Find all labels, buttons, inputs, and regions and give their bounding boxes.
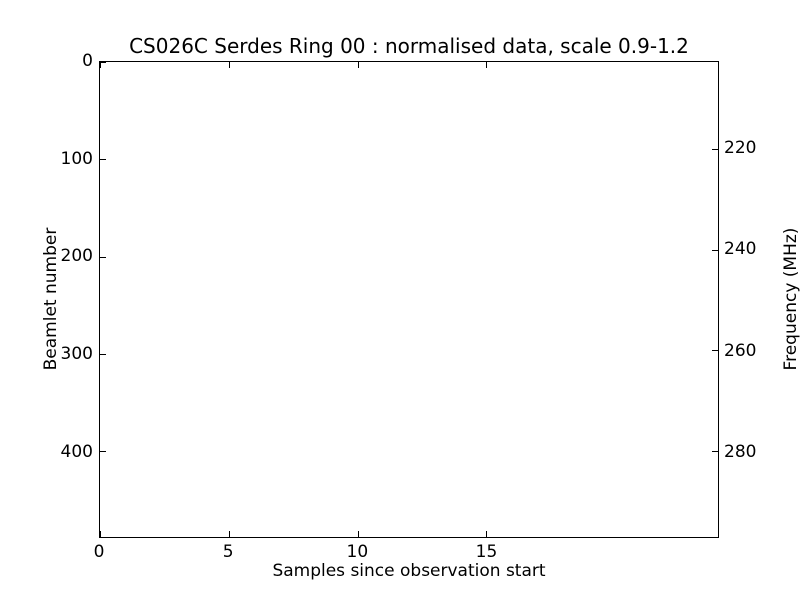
x-tick-label: 0 [93, 542, 105, 562]
y-tick-label-left: 400 [60, 442, 93, 462]
y-tick-mark-left [100, 354, 106, 355]
y-tick-label-left: 200 [60, 246, 93, 266]
y-tick-mark-left [100, 159, 106, 160]
y-tick-mark-right [712, 350, 718, 351]
y-tick-label-left: 0 [82, 51, 93, 71]
x-axis-label: Samples since observation start [272, 561, 546, 581]
y-tick-label-right: 240 [724, 239, 757, 259]
x-tick-mark-top [486, 62, 487, 68]
x-tick-mark-bottom [100, 531, 101, 537]
x-tick-mark-top [358, 62, 359, 68]
x-tick-mark-bottom [486, 531, 487, 537]
x-tick-mark-top [229, 62, 230, 68]
y-tick-label-right: 220 [724, 138, 757, 158]
y-tick-mark-left [100, 62, 106, 63]
y-tick-mark-left [100, 257, 106, 258]
y-tick-mark-right [712, 451, 718, 452]
y-tick-label-left: 300 [60, 344, 93, 364]
x-tick-mark-top [100, 62, 101, 68]
x-tick-mark-bottom [229, 531, 230, 537]
x-tick-label: 15 [475, 542, 498, 562]
x-tick-mark-bottom [358, 531, 359, 537]
y-tick-mark-right [712, 250, 718, 251]
y-tick-label-right: 260 [724, 341, 757, 361]
x-tick-label: 10 [346, 542, 369, 562]
y-tick-label-left: 100 [60, 149, 93, 169]
x-tick-label: 5 [222, 542, 234, 562]
y-tick-mark-right [712, 149, 718, 150]
plot-area [99, 61, 719, 538]
y-tick-label-right: 280 [724, 442, 757, 462]
y-tick-mark-left [100, 451, 106, 452]
y-axis-label-right: Frequency (MHz) [781, 227, 800, 371]
chart-title: CS026C Serdes Ring 00 : normalised data,… [129, 34, 689, 58]
